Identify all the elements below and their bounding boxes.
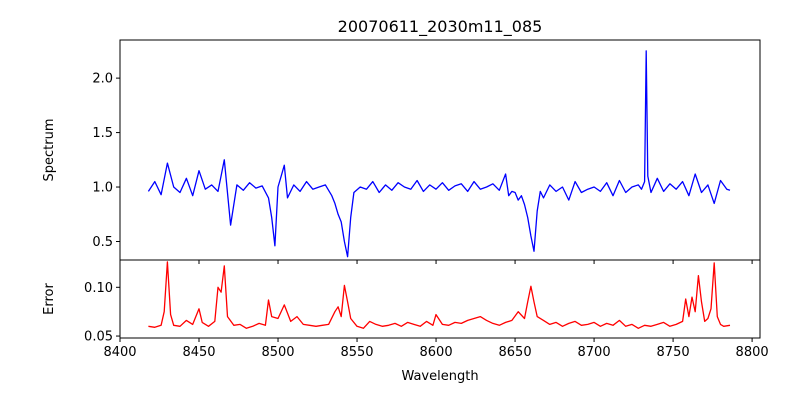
error-panel-y-tick-label: 0.10 xyxy=(84,281,113,296)
spectrum-panel-series-line xyxy=(147,50,731,258)
spectrum-panel-y-tick-label: 2.0 xyxy=(92,72,113,87)
spectrum-panel-y-tick-label: 0.5 xyxy=(92,235,113,250)
error-panel-x-tick-label: 8800 xyxy=(736,345,769,360)
spectrum-panel-y-tick-label: 1.0 xyxy=(92,181,113,196)
error-panel-x-tick-label: 8550 xyxy=(340,345,373,360)
error-panel-frame xyxy=(119,259,761,339)
error-panel: 0.05 0.10 8400 8450 8500 8550 8600 8650 8700 8750… xyxy=(42,259,769,360)
error-panel-x-tick-label: 8600 xyxy=(420,345,453,360)
error-panel-x-tick-label: 8650 xyxy=(499,345,532,360)
error-panel-x-tick-label: 8500 xyxy=(261,345,294,360)
error-panel-y-tick-label: 0.05 xyxy=(84,330,113,345)
error-panel-x-tick-label: 8450 xyxy=(182,345,215,360)
error-panel-y-axis-label: Error xyxy=(42,283,57,315)
x-axis-label: Wavelength xyxy=(401,369,478,384)
error-panel-x-tick-label: 8700 xyxy=(578,345,611,360)
error-panel-x-tick-label: 8400 xyxy=(103,345,136,360)
spectrum-panel-y-axis-label: Spectrum xyxy=(42,119,57,182)
chart-title: 20070611_2030m11_085 xyxy=(338,17,543,37)
error-panel-x-tick-label: 8750 xyxy=(657,345,690,360)
spectrum-panel-y-tick-label: 1.5 xyxy=(92,126,113,141)
error-panel-series-line xyxy=(148,261,731,329)
